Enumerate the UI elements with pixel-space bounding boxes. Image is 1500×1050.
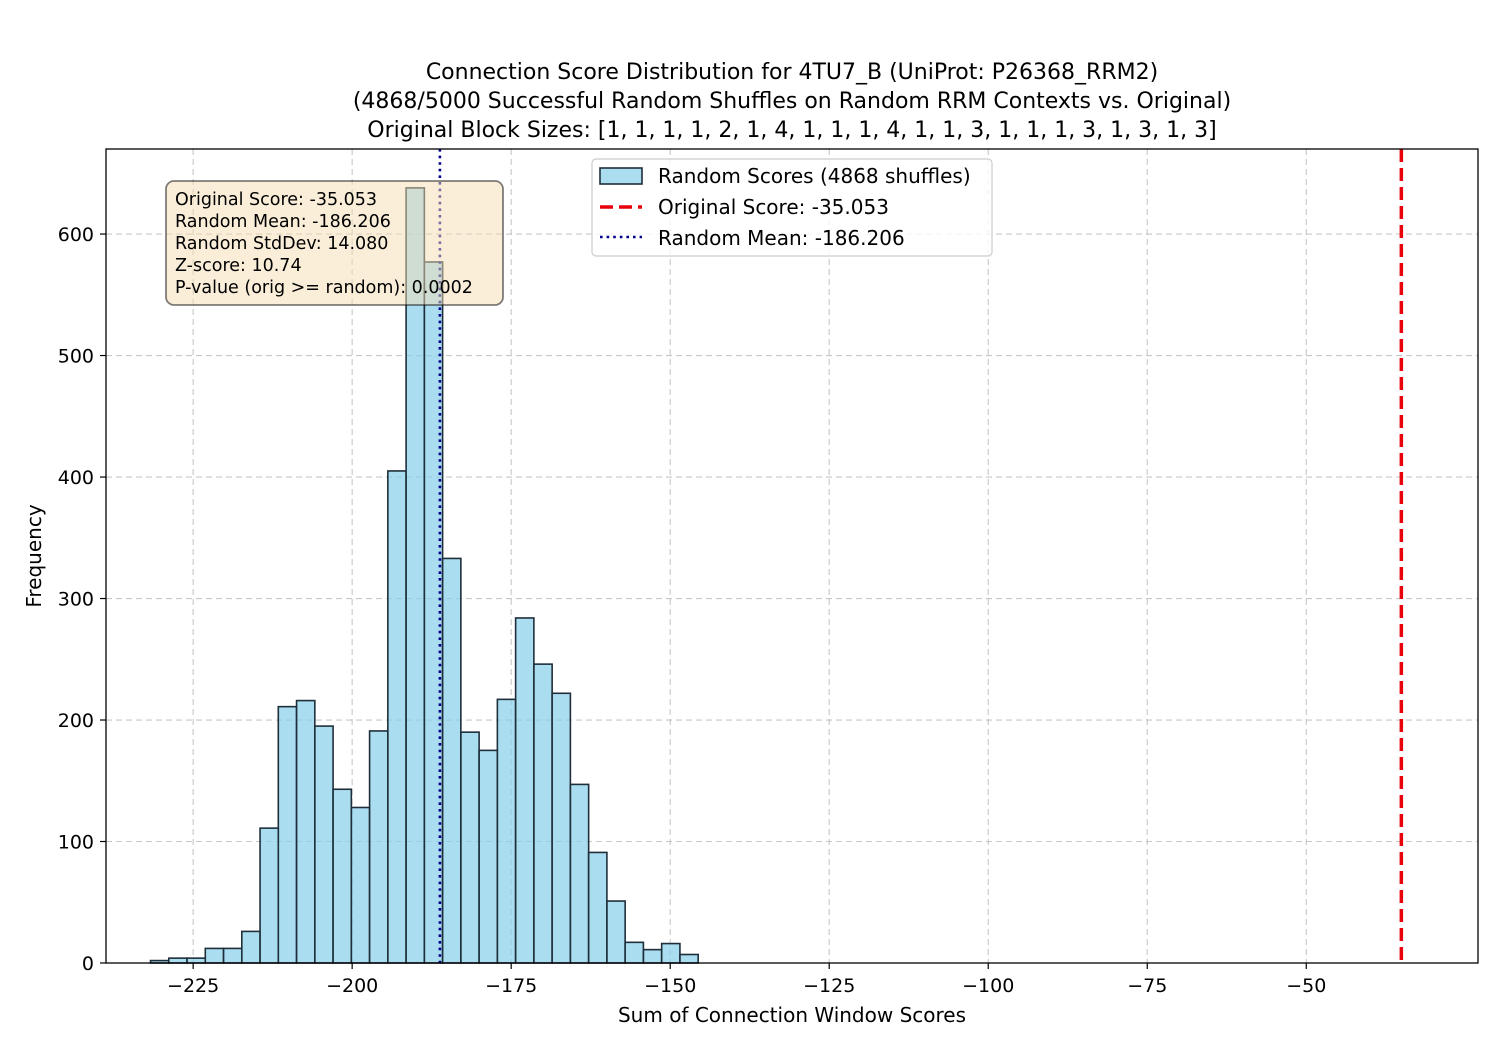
histogram-bar xyxy=(660,942,681,964)
legend-label-mean: Random Mean: -186.206 xyxy=(658,226,905,250)
histogram-bar xyxy=(241,930,261,964)
x-tick-label: −50 xyxy=(1286,975,1326,997)
histogram-bar xyxy=(551,692,572,964)
histogram-bar xyxy=(606,900,626,964)
legend-label-histogram: Random Scores (4868 shuffles) xyxy=(658,164,971,188)
histogram-bar xyxy=(204,947,225,964)
histogram-bar xyxy=(295,699,316,964)
histogram-bar xyxy=(460,731,480,964)
histogram-bar xyxy=(496,698,517,964)
histogram-bar xyxy=(259,827,280,964)
x-tick-label: −175 xyxy=(485,975,537,997)
histogram-bar xyxy=(387,470,407,964)
legend-label-original: Original Score: -35.053 xyxy=(658,195,889,219)
y-tick-label: 100 xyxy=(58,832,94,854)
title-line-1: Connection Score Distribution for 4TU7_B… xyxy=(425,60,1159,85)
title-line-3: Original Block Sizes: [1, 1, 1, 1, 2, 1,… xyxy=(367,118,1217,143)
stats-line-stddev: Random StdDev: 14.080 xyxy=(175,234,388,254)
histogram-bar xyxy=(478,749,499,964)
x-tick-label: −225 xyxy=(167,975,219,997)
x-tick-label: −200 xyxy=(326,975,378,997)
x-tick-label: −100 xyxy=(962,975,1014,997)
reference-lines-layer xyxy=(438,149,1404,963)
y-tick-label: 0 xyxy=(82,953,94,975)
axis-ticks-layer: −225 −200 −175 −150 −125 −100 −75 −50 0 100 200 300… xyxy=(58,224,1327,997)
stats-line-original: Original Score: -35.053 xyxy=(175,190,377,210)
histogram-bar xyxy=(569,783,590,964)
histogram-bar xyxy=(186,957,207,964)
histogram-bar xyxy=(642,948,663,964)
legend-frame xyxy=(591,158,993,257)
y-tick-label: 400 xyxy=(58,467,94,489)
stats-line-zscore: Z-score: 10.74 xyxy=(175,256,302,276)
stats-line-pvalue: P-value (orig >= random): 0.0002 xyxy=(175,278,473,298)
histogram-bar xyxy=(533,663,553,964)
y-tick-label: 600 xyxy=(58,224,94,246)
histogram-bar xyxy=(514,617,535,964)
chart-title: Connection Score Distribution for 4TU7_B… xyxy=(0,58,1500,145)
title-line-2: (4868/5000 Successful Random Shuffles on… xyxy=(352,89,1232,114)
y-tick-label: 300 xyxy=(58,589,94,611)
x-axis-label: Sum of Connection Window Scores xyxy=(618,1003,966,1027)
histogram-bar xyxy=(314,725,334,964)
histogram-bar xyxy=(332,788,353,964)
x-tick-label: −125 xyxy=(803,975,855,997)
histogram-bar xyxy=(587,851,608,964)
histogram-bar xyxy=(277,705,298,964)
histogram-bar xyxy=(167,957,188,964)
x-tick-label: −75 xyxy=(1127,975,1167,997)
legend-swatch-histogram xyxy=(599,167,643,185)
histogram-bar xyxy=(222,947,243,964)
histogram-bar xyxy=(624,941,645,964)
stats-box-background xyxy=(165,180,504,306)
y-axis-label: Frequency xyxy=(22,504,46,607)
histogram-bar xyxy=(368,730,389,964)
stats-box: Original Score: -35.053 Random Mean: -18… xyxy=(165,180,504,306)
plot-area-frame xyxy=(105,148,1479,964)
legend: Random Scores (4868 shuffles) Original S… xyxy=(591,158,993,257)
grid-layer xyxy=(106,149,1478,964)
histogram-bar xyxy=(679,953,699,964)
y-tick-label: 500 xyxy=(58,346,94,368)
histogram-bar xyxy=(350,806,371,964)
y-tick-label: 200 xyxy=(58,710,94,732)
x-tick-label: −150 xyxy=(644,975,696,997)
stats-line-mean: Random Mean: -186.206 xyxy=(175,212,391,232)
histogram-bar xyxy=(441,557,462,964)
